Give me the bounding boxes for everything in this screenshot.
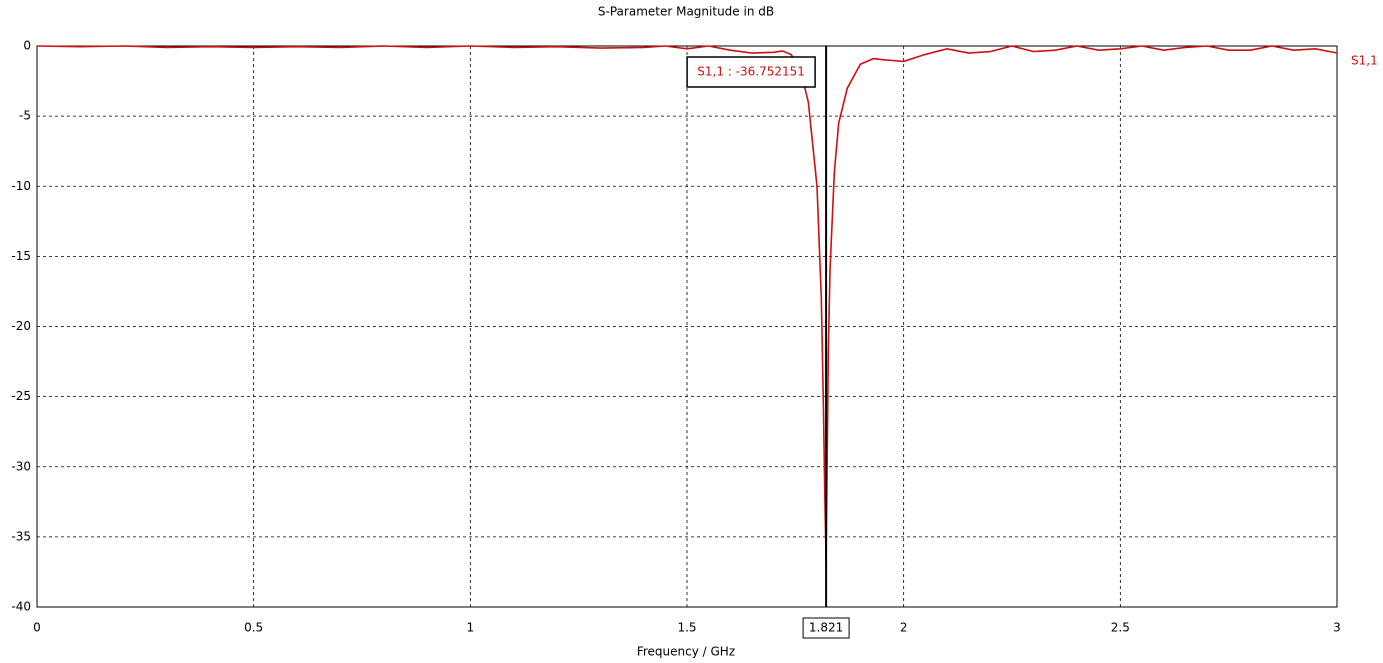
plot-frame — [36, 45, 1338, 608]
chart-title: S-Parameter Magnitude in dB — [598, 5, 774, 19]
y-tick-label: -10 — [11, 179, 31, 193]
legend-label: S1,1 — [1351, 54, 1378, 68]
y-tick-label: -15 — [11, 249, 31, 263]
y-tick-label: -40 — [11, 600, 31, 614]
y-tick-label: -30 — [11, 459, 31, 473]
marker-x-box — [802, 617, 850, 639]
y-tick-label: 0 — [23, 39, 31, 53]
x-tick-label: 1.5 — [677, 621, 696, 635]
x-tick-label: 0.5 — [244, 621, 263, 635]
y-tick-label: -5 — [19, 109, 31, 123]
x-tick-label: 3 — [1333, 621, 1341, 635]
x-tick-label: 2.5 — [1111, 621, 1130, 635]
y-tick-label: -25 — [11, 389, 31, 403]
x-tick-label: 2 — [900, 621, 908, 635]
x-axis-label: Frequency / GHz — [637, 645, 735, 659]
marker-annotation: S1,1 : -36.752151 — [697, 65, 805, 79]
marker-x-label: 1.821 — [809, 621, 843, 635]
y-tick-label: -20 — [11, 319, 31, 333]
marker-annotation-box — [686, 56, 816, 88]
x-tick-label: 1 — [467, 621, 475, 635]
y-tick-label: -35 — [11, 529, 31, 543]
x-tick-label: 0 — [33, 621, 41, 635]
